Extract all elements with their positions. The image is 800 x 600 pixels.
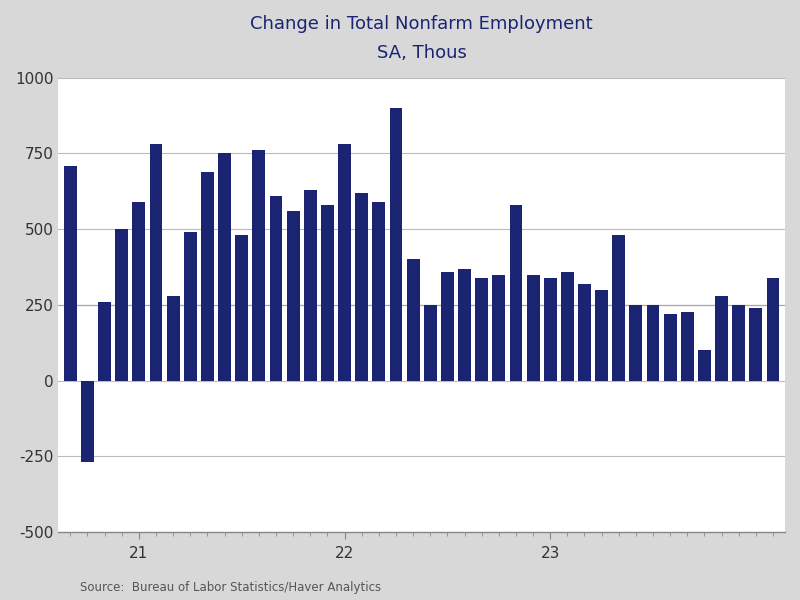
Bar [646,305,659,380]
Bar [115,229,128,380]
Bar [544,278,557,380]
Bar [630,305,642,380]
Bar [424,305,437,380]
Bar [218,154,231,380]
Bar [595,290,608,380]
Bar [510,205,522,380]
Bar [612,235,625,380]
Bar [441,272,454,380]
Bar [235,235,248,380]
Bar [458,269,471,380]
Bar [150,144,162,380]
Bar [406,259,419,380]
Title: Change in Total Nonfarm Employment
SA, Thous: Change in Total Nonfarm Employment SA, T… [250,15,593,62]
Bar [390,108,402,380]
Bar [715,296,728,380]
Bar [750,308,762,380]
Bar [253,151,266,380]
Bar [492,275,506,380]
Bar [64,166,77,380]
Bar [81,380,94,463]
Bar [304,190,317,380]
Bar [732,305,745,380]
Bar [561,272,574,380]
Bar [766,278,779,380]
Bar [98,302,111,380]
Bar [201,172,214,380]
Bar [184,232,197,380]
Bar [133,202,146,380]
Bar [698,350,711,380]
Bar [664,314,677,380]
Bar [270,196,282,380]
Bar [681,313,694,380]
Bar [321,205,334,380]
Bar [373,202,386,380]
Bar [166,296,180,380]
Text: Source:  Bureau of Labor Statistics/Haver Analytics: Source: Bureau of Labor Statistics/Haver… [80,581,381,594]
Bar [475,278,488,380]
Bar [355,193,368,380]
Bar [286,211,299,380]
Bar [578,284,591,380]
Bar [338,144,351,380]
Bar [526,275,539,380]
